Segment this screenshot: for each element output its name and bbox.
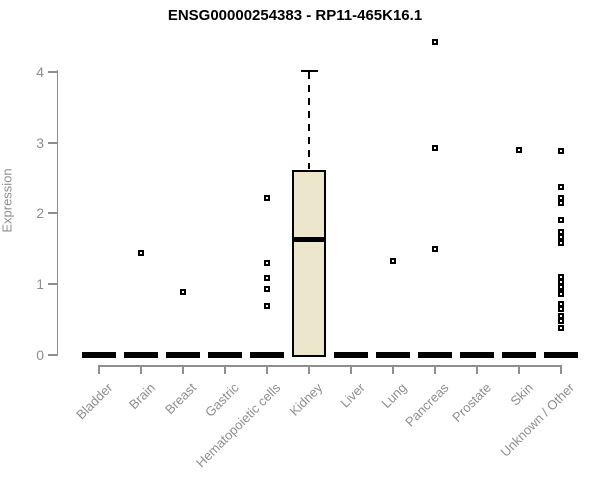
zero-bar — [502, 351, 536, 358]
zero-bar — [334, 351, 368, 358]
x-tick-label: Gastric — [201, 380, 242, 420]
outlier-point — [264, 285, 270, 292]
x-tick-label: Liver — [337, 380, 368, 411]
x-tick-label: Lung — [378, 380, 410, 412]
outlier-point — [558, 217, 564, 224]
x-axis-tick — [98, 366, 100, 374]
x-axis-tick — [560, 366, 562, 374]
outlier-point — [264, 274, 270, 281]
zero-bar — [250, 351, 284, 358]
x-axis-line — [98, 365, 562, 367]
y-tick-label: 0 — [36, 346, 44, 363]
outlier-point — [558, 306, 564, 313]
y-axis-tick — [48, 212, 57, 215]
outlier-point — [558, 283, 564, 290]
x-axis-tick — [182, 366, 184, 374]
x-axis-tick — [350, 366, 352, 374]
outlier-point — [558, 291, 564, 298]
outlier-point — [558, 234, 564, 241]
outlier-point — [138, 249, 144, 256]
zero-bar — [124, 351, 158, 358]
outlier-point — [558, 239, 564, 246]
y-axis-tick — [48, 71, 57, 74]
x-axis-tick — [140, 366, 142, 374]
x-tick-label: Bladder — [73, 380, 116, 423]
x-tick-label: Skin — [507, 380, 536, 409]
x-tick-label: Breast — [162, 380, 200, 418]
x-tick-label: Pancreas — [402, 380, 452, 430]
whisker-cap — [300, 69, 318, 72]
outlier-point — [558, 194, 564, 201]
x-axis-tick — [434, 366, 436, 374]
x-axis-tick — [476, 366, 478, 374]
y-tick-label: 2 — [36, 205, 44, 222]
x-tick-label: Kidney — [286, 380, 326, 419]
y-tick-label: 4 — [36, 64, 44, 81]
y-axis-tick — [48, 141, 57, 144]
outlier-point — [558, 184, 564, 191]
chart-title: ENSG00000254383 - RP11-465K16.1 — [167, 7, 423, 24]
zero-bar — [544, 351, 578, 358]
y-tick-label: 1 — [36, 275, 44, 292]
y-axis-tick — [48, 353, 57, 356]
zero-bar — [166, 351, 200, 358]
boxplot-box — [292, 170, 326, 358]
outlier-point — [558, 148, 564, 155]
outlier-point — [558, 312, 564, 319]
x-tick-label: Prostate — [448, 380, 494, 425]
median-line — [292, 236, 326, 242]
x-axis-tick — [224, 366, 226, 374]
y-axis-line — [56, 70, 58, 356]
outlier-point — [558, 324, 564, 331]
outlier-point — [558, 200, 564, 207]
outlier-point — [516, 146, 522, 153]
outlier-point — [264, 259, 270, 266]
x-tick-label: Unknown / Other — [498, 380, 578, 460]
outlier-point — [432, 245, 438, 252]
outlier-point — [264, 195, 270, 202]
x-axis-tick — [308, 366, 310, 374]
x-axis-tick — [266, 366, 268, 374]
outlier-point — [432, 144, 438, 151]
zero-bar — [418, 351, 452, 358]
zero-bar — [208, 351, 242, 358]
zero-bar — [82, 351, 116, 358]
x-tick-label: Brain — [125, 380, 158, 413]
y-axis-label: Expression — [0, 168, 15, 233]
x-axis-tick — [392, 366, 394, 374]
y-axis-tick — [48, 282, 57, 285]
zero-bar — [460, 351, 494, 358]
outlier-point — [264, 303, 270, 310]
whisker-line — [308, 71, 310, 170]
outlier-point — [180, 289, 186, 296]
zero-bar — [376, 351, 410, 358]
y-tick-label: 3 — [36, 134, 44, 151]
x-axis-tick — [518, 366, 520, 374]
outlier-point — [558, 300, 564, 307]
outlier-point — [390, 257, 396, 264]
outlier-point — [558, 318, 564, 325]
outlier-point — [432, 39, 438, 46]
